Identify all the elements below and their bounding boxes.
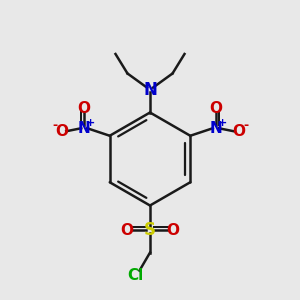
Text: S: S [144,221,156,239]
Text: O: O [167,223,180,238]
Text: N: N [78,121,91,136]
Text: O: O [232,124,245,139]
Text: O: O [120,223,134,238]
Text: +: + [218,118,227,128]
Text: +: + [86,118,95,128]
Text: O: O [55,124,68,139]
Text: -: - [52,119,57,132]
Text: N: N [143,81,157,99]
Text: O: O [209,101,222,116]
Text: Cl: Cl [127,268,143,283]
Text: O: O [78,101,91,116]
Text: -: - [244,119,249,132]
Text: N: N [209,121,222,136]
